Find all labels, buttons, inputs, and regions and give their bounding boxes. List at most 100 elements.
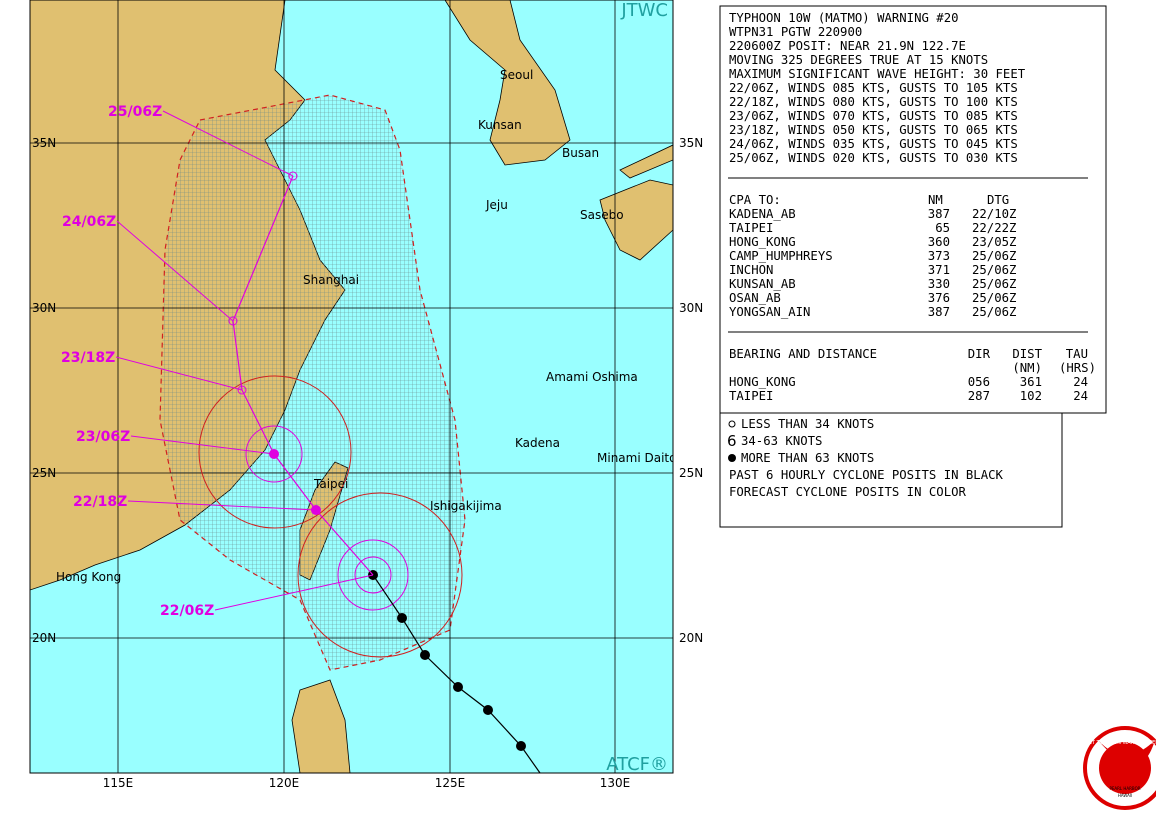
logo: [1083, 726, 1156, 810]
warning-line: WTPN31 PGTW 220900: [729, 25, 862, 39]
place-label: Kunsan: [478, 118, 522, 132]
forecast-time: 23/06Z: [76, 429, 130, 445]
lat-label: 30N: [679, 301, 703, 315]
cpa-nm: 360: [928, 235, 950, 249]
lat-label: 20N: [679, 631, 703, 645]
forecast-time: 24/06Z: [62, 214, 116, 230]
bearing-header: TAU: [1066, 347, 1088, 361]
bearing-cell: 24: [1073, 389, 1088, 403]
cpa-nm: 387: [928, 207, 950, 221]
place-label: Sasebo: [580, 208, 624, 222]
place-label: Busan: [562, 146, 599, 160]
lat-label: 25N: [32, 466, 56, 480]
map-frame: [29, 0, 674, 774]
logo-text: HAWAII: [1118, 793, 1132, 798]
lat-label: 35N: [679, 136, 703, 150]
bearing-subheader: (NM): [1012, 361, 1042, 375]
warning-line: 23/06Z, WINDS 070 KTS, GUSTS TO 085 KTS: [729, 109, 1018, 123]
cpa-nm: 376: [928, 291, 950, 305]
cpa-dtg: 22/10Z: [972, 207, 1017, 221]
logo-text: JOINT TYPHOON WARNING CENTER: [1080, 740, 1156, 746]
bearing-cell: TAIPEI: [729, 389, 773, 403]
leader-line: [130, 435, 275, 455]
bearing-cell: 24: [1073, 375, 1088, 389]
credit: ATCF®: [606, 754, 668, 775]
cpa-dtg: 25/06Z: [972, 291, 1017, 305]
warning-line: TYPHOON 10W (MATMO) WARNING #20: [729, 11, 959, 25]
logo-text: PEARL HARBOR: [1109, 786, 1140, 791]
cpa-name: YONGSAN_AIN: [729, 305, 810, 319]
place-label: Ishigakijima: [430, 499, 502, 513]
lon-label: 125E: [435, 776, 466, 790]
cpa-dtg: 25/06Z: [972, 263, 1017, 277]
legend-line: PAST 6 HOURLY CYCLONE POSITS IN BLACK: [729, 468, 1004, 482]
warning-line: 220600Z POSIT: NEAR 21.9N 122.7E: [729, 39, 966, 53]
lat-label: 35N: [32, 136, 56, 150]
cpa-name: KUNSAN_AB: [729, 277, 796, 291]
place-label: Amami Oshima: [546, 370, 638, 384]
cpa-nm: 373: [928, 249, 950, 263]
forecast-time: 22/18Z: [73, 494, 127, 510]
warning-line: 23/18Z, WINDS 050 KTS, GUSTS TO 065 KTS: [729, 123, 1018, 137]
legend-line: MORE THAN 63 KNOTS: [741, 451, 874, 465]
cpa-dtg: 22/22Z: [972, 221, 1017, 235]
cpa-nm: 65: [935, 221, 950, 235]
lat-label: 30N: [32, 301, 56, 315]
leader-line: [214, 574, 374, 611]
cpa-name: TAIPEI: [729, 221, 773, 235]
warning-line: MOVING 325 DEGREES TRUE AT 15 KNOTS: [729, 53, 988, 67]
lon-label: 120E: [269, 776, 300, 790]
forecast-track: [232, 175, 374, 576]
lat-label: 25N: [679, 466, 703, 480]
place-label: Shanghai: [303, 273, 359, 287]
danger-outline: [159, 94, 466, 671]
info-box: [719, 5, 1107, 414]
cpa-name: OSAN_AB: [729, 291, 781, 305]
legend-line: FORECAST CYCLONE POSITS IN COLOR: [729, 485, 967, 499]
cpa-header: CPA TO:: [729, 193, 781, 207]
warning-line: 22/06Z, WINDS 085 KTS, GUSTS TO 105 KTS: [729, 81, 1018, 95]
warning-line: 25/06Z, WINDS 020 KTS, GUSTS TO 030 KTS: [729, 151, 1018, 165]
cpa-nm: 387: [928, 305, 950, 319]
legend-symbol: [728, 454, 736, 462]
place-label: Taipei: [313, 477, 348, 491]
place-label: Kadena: [515, 436, 560, 450]
bearing-header: DIST: [1012, 347, 1042, 361]
bearing-header: DIR: [968, 347, 991, 361]
forecast-time: 23/18Z: [61, 350, 115, 366]
credit: JTWC: [620, 0, 668, 21]
cpa-name: CAMP_HUMPHREYS: [729, 249, 833, 263]
cpa-nm: 371: [928, 263, 950, 277]
cpa-dtg: 25/06Z: [972, 249, 1017, 263]
cpa-header: DTG: [987, 193, 1009, 207]
warning-line: 22/18Z, WINDS 080 KTS, GUSTS TO 100 KTS: [729, 95, 1018, 109]
cpa-name: INCHON: [729, 263, 773, 277]
bearing-cell: 102: [1020, 389, 1042, 403]
grid: [30, 0, 673, 773]
place-label: Seoul: [500, 68, 533, 82]
bearing-subheader: (HRS): [1059, 361, 1096, 375]
lon-label: 115E: [103, 776, 134, 790]
legend-line: 34-63 KNOTS: [741, 434, 822, 448]
warning-line: 24/06Z, WINDS 035 KTS, GUSTS TO 045 KTS: [729, 137, 1018, 151]
cpa-nm: 330: [928, 277, 950, 291]
legend-line: LESS THAN 34 KNOTS: [741, 417, 874, 431]
warning-line: MAXIMUM SIGNIFICANT WAVE HEIGHT: 30 FEET: [729, 67, 1026, 81]
leader-line: [116, 220, 234, 322]
legend-box: [719, 412, 1063, 528]
cpa-dtg: 23/05Z: [972, 235, 1017, 249]
cpa-header: NM: [928, 193, 943, 207]
place-label: Hong Kong: [56, 570, 121, 584]
bearing-cell: 056: [968, 375, 990, 389]
leader-line: [162, 110, 294, 177]
cpa-name: HONG_KONG: [729, 235, 796, 249]
cpa-name: KADENA_AB: [729, 207, 796, 221]
leader-line: [127, 500, 317, 511]
bearing-cell: 361: [1020, 375, 1042, 389]
cpa-dtg: 25/06Z: [972, 277, 1017, 291]
forecast-time: 25/06Z: [108, 104, 162, 120]
legend-symbol: 6: [727, 432, 737, 450]
forecast-time: 22/06Z: [160, 603, 214, 619]
cpa-dtg: 25/06Z: [972, 305, 1017, 319]
